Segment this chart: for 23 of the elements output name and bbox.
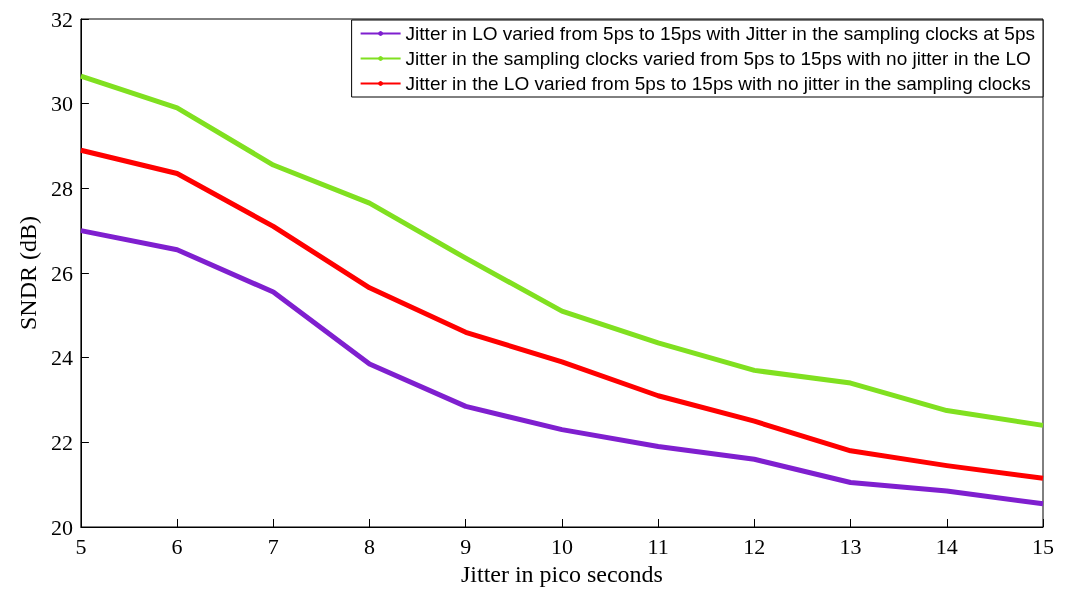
y-tick-label: 30 [50, 91, 73, 117]
y-tick-label: 24 [50, 345, 73, 371]
legend-label: Jitter in LO varied from 5ps to 15ps with Jitter in the sampling clocks at 5ps [405, 23, 1036, 44]
y-tick-label: 26 [50, 260, 73, 286]
x-tick-label: 13 [839, 533, 862, 559]
x-tick-label: 9 [460, 533, 472, 559]
x-axis-title: Jitter in pico seconds [460, 560, 663, 587]
y-tick-label: 32 [50, 6, 73, 32]
x-tick-label: 5 [75, 533, 87, 559]
x-tick-label: 7 [267, 533, 279, 559]
legend-label: Jitter in the sampling clocks varied from 5ps to 15ps with no jitter in the LO [405, 48, 1031, 69]
x-tick-label: 8 [364, 533, 376, 559]
y-tick-label: 28 [50, 175, 73, 201]
x-tick-label: 6 [171, 533, 183, 559]
y-tick-label: 20 [50, 514, 73, 540]
x-tick-label: 12 [743, 533, 766, 559]
y-axis-title: SNDR (dB) [15, 215, 41, 331]
legend-label: Jitter in the LO varied from 5ps to 15ps with no jitter in the sampling clocks [405, 73, 1031, 94]
x-tick-label: 15 [1032, 533, 1054, 559]
x-tick-label: 14 [935, 533, 958, 559]
y-tick-label: 22 [50, 429, 73, 455]
x-tick-label: 10 [550, 533, 573, 559]
x-tick-label: 11 [647, 533, 669, 559]
